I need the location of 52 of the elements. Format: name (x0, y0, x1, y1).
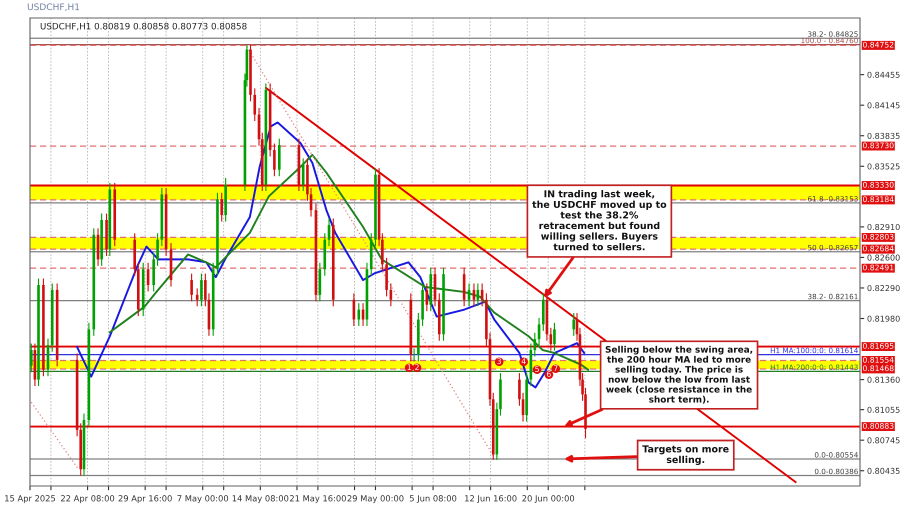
x-tick-label: 29 Apr 16:00 (118, 495, 172, 504)
candlestick (253, 88, 256, 122)
candlestick (328, 218, 330, 246)
candlestick (550, 328, 552, 351)
annotation: IN trading last week, the USDCHF moved up to test the 38.2% retracement but found willing sellers. Buyers turned to sellers. (532, 190, 666, 250)
candlestick (352, 293, 356, 326)
candlestick (156, 233, 159, 266)
y-tick-label: 0.84145 (867, 102, 900, 108)
candlestick (30, 344, 33, 372)
candlestick (472, 283, 476, 306)
candlestick (196, 288, 198, 306)
y-tick-label: 0.82290 (867, 285, 900, 292)
candlestick (538, 318, 540, 346)
candlestick (362, 303, 364, 326)
candlestick (572, 313, 576, 336)
candlestick (426, 283, 428, 312)
candlestick (480, 283, 484, 306)
candlestick (273, 144, 276, 176)
x-tick-label: 20 Jun 00:00 (522, 495, 574, 504)
y-tick-label: 0.81980 (867, 316, 900, 322)
y-tick-label: 0.82910 (867, 224, 900, 230)
annotation: Selling below the swing area, the 200 hour MA led to more selling today. The price is now below the low from last week (close resistance in the short term). (606, 346, 752, 404)
y-tick-label: 0.81360 (867, 376, 900, 383)
x-tick-label: 29 May 00:00 (348, 495, 404, 504)
x-tick-label: 15 Apr 2025 (5, 495, 56, 504)
candlestick (200, 274, 203, 306)
y-tick-label: 0.82600 (867, 254, 900, 261)
x-tick-label: 21 May 16:00 (290, 495, 346, 504)
x-tick-label: 5 Jun 08:00 (410, 495, 456, 504)
x-tick-label: 14 May 08:00 (232, 495, 288, 504)
candlestick (553, 322, 556, 351)
y-tick-label: 0.80435 (867, 468, 900, 474)
candlestick (390, 283, 392, 306)
candlestick (190, 274, 193, 302)
x-tick-label: 22 Apr 08:00 (61, 495, 114, 504)
candlestick (146, 262, 150, 292)
candlestick (302, 158, 304, 191)
x-tick-label: 7 May 00:00 (178, 495, 228, 504)
candlestick (220, 192, 224, 222)
candlestick (468, 283, 470, 306)
candlestick (476, 283, 480, 306)
annotation: Targets on more selling. (642, 445, 729, 466)
y-tick-label: 0.83525 (867, 163, 900, 170)
candlestick (533, 332, 536, 356)
chart-title: USDCHF,H1 (28, 3, 80, 12)
candlestick (357, 303, 360, 326)
y-tick-label: 0.80745 (867, 437, 900, 444)
y-tick-label: 0.84455 (867, 72, 900, 78)
x-tick-label: 12 Jun 16:00 (465, 495, 517, 504)
chart-subtitle: USDCHF,H1 0.80819 0.80858 0.80773 0.80858 (40, 22, 247, 30)
y-tick-label: 0.81055 (867, 406, 900, 413)
y-tick-label: 0.83835 (867, 132, 900, 139)
